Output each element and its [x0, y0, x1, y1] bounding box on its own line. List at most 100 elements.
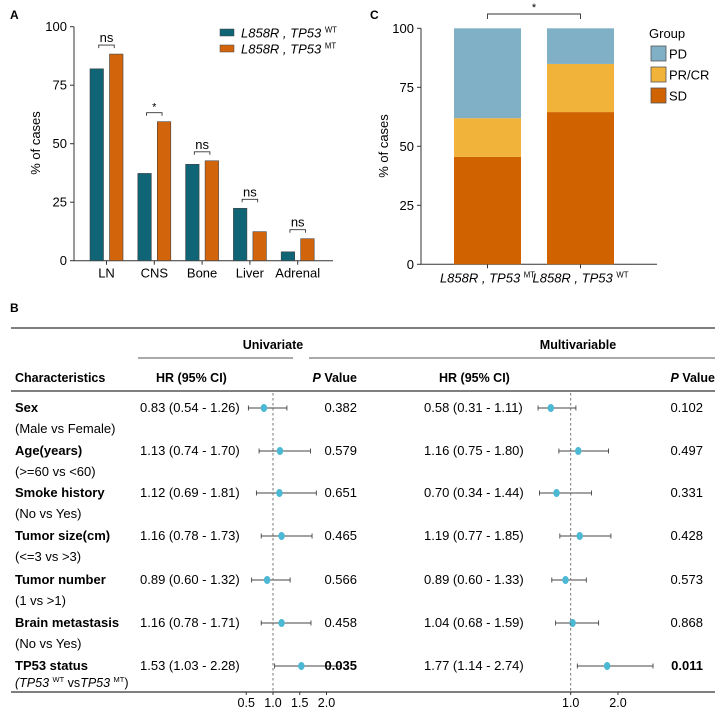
significance-label: ns: [291, 215, 305, 230]
bar-segment-pd-wt: [547, 28, 614, 64]
significance-bracket: [146, 112, 163, 116]
multi-p-value: 0.868: [670, 615, 703, 630]
uni-hr-ci: 0.83 (0.54 - 1.26): [140, 400, 240, 415]
row-characteristic: Sex: [15, 400, 39, 415]
bar-liver-wt: [233, 207, 248, 261]
multi-hr-ci: 1.04 (0.68 - 1.59): [424, 615, 524, 630]
row-characteristic: Tumor size(cm): [15, 528, 110, 543]
bar-ln-mt: [109, 53, 124, 261]
legend-label-wt-main: L858R , TP53: [241, 26, 325, 41]
uni-p-value: 0.465: [324, 528, 357, 543]
panel-a-axes: 0 25 50 75 100 LN CNS Bone Liver Adrenal: [45, 19, 333, 281]
table-row: TP53 status(TP53 WT vsTP53 MT)1.53 (1.03…: [15, 658, 703, 690]
x-tick-label: Adrenal: [275, 266, 320, 281]
multi-p-value: 0.102: [670, 400, 703, 415]
multi-p-value: 0.331: [670, 485, 703, 500]
bar-segment-pd-mt: [454, 28, 521, 119]
legend-swatch-sd: [650, 87, 667, 104]
row-comparison: (Male vs Female): [15, 421, 115, 436]
y-tick-label: 100: [392, 21, 414, 36]
uni-axis-tick-label: 2.0: [318, 696, 335, 710]
bar-liver-mt: [252, 231, 267, 262]
y-tick-label: 0: [60, 253, 67, 268]
row-comparison: (1 vs >1): [15, 593, 66, 608]
table-row: Tumor size(cm) (<=3 vs >3) 1.16 (0.78 - 1.…: [15, 528, 703, 564]
x-tick-label: Liver: [236, 266, 265, 281]
y-tick-label: 50: [53, 136, 67, 151]
uni-point: [278, 619, 285, 627]
header-multi-p-italic: P: [671, 371, 680, 385]
header-multivariable: Multivariable: [540, 338, 616, 352]
uni-hr-ci: 1.13 (0.74 - 1.70): [140, 443, 240, 458]
multi-p-value: 0.497: [670, 443, 703, 458]
row-characteristic: Smoke history: [15, 485, 105, 500]
y-tick-label: 75: [400, 80, 414, 95]
bar-segment-sd-mt: [454, 156, 521, 265]
header-characteristics: Characteristics: [15, 371, 105, 385]
bar-bone-mt: [204, 160, 219, 261]
uni-p-value: 0.035: [324, 658, 357, 673]
bar-adrenal-mt: [300, 238, 315, 261]
y-tick-label: 0: [407, 257, 414, 272]
panel-a-bars: ns * ns ns ns: [89, 30, 315, 262]
bar-cns-wt: [137, 173, 152, 261]
significance-bracket: [241, 198, 259, 203]
bar-cns-mt: [157, 121, 172, 262]
multi-p-value: 0.011: [671, 658, 703, 673]
row-comparison: (No vs Yes): [15, 636, 81, 651]
uni-p-value: 0.382: [324, 400, 357, 415]
table-row: Tumor number (1 vs >1) 0.89 (0.60 - 1.32) 0…: [15, 572, 703, 608]
uni-hr-ci: 1.16 (0.78 - 1.71): [140, 615, 240, 630]
multi-axis-tick-label: 1.0: [562, 696, 579, 710]
uni-axis-tick-label: 0.5: [238, 696, 255, 710]
uni-point: [298, 662, 305, 670]
bar-segment-pr-cr-wt: [547, 63, 614, 113]
legend-label-mt-sup: MT: [325, 42, 336, 51]
header-multi-pvalue: P Value: [671, 371, 716, 385]
panel-c-bars: *: [454, 2, 614, 265]
legend-swatch-mt: [219, 44, 235, 53]
table-row: Smoke history (No vs Yes) 1.12 (0.69 - 1.8…: [15, 485, 703, 521]
panel-c-ylabel: % of cases: [376, 114, 391, 178]
panel-label-b: B: [10, 301, 19, 315]
uni-point: [263, 576, 271, 584]
forest-axes: 0.5 1.0 1.5 2.0 1.0 2.0: [11, 393, 715, 710]
row-comparison: (<=3 vs >3): [15, 549, 81, 564]
significance-label: *: [532, 2, 537, 14]
row-characteristic: TP53 status: [15, 658, 88, 673]
multi-p-value: 0.573: [670, 572, 703, 587]
legend-swatch-wt: [219, 28, 235, 37]
legend-swatch-pd: [650, 45, 667, 62]
table-rows: Sex (Male vs Female) 0.83 (0.54 - 1.26) 0.3…: [15, 400, 703, 690]
significance-label: ns: [195, 137, 209, 152]
x-tick-label-wt-main: L858R , TP53: [533, 270, 617, 285]
comparison-sup: WT: [53, 675, 65, 684]
header-uni-hr: HR (95% CI): [156, 371, 227, 385]
multi-point: [603, 662, 611, 670]
uni-hr-ci: 1.12 (0.69 - 1.81): [140, 485, 240, 500]
header-multi-hr: HR (95% CI): [439, 371, 510, 385]
uni-p-value: 0.458: [324, 615, 357, 630]
legend-label-mt: L858R , TP53 MT: [241, 42, 336, 57]
row-comparison: (TP53 WT vsTP53 MT): [15, 675, 129, 690]
x-tick-label-mt-sup: MT: [524, 270, 535, 279]
x-tick-label: Bone: [187, 266, 217, 281]
multi-hr-ci: 1.19 (0.77 - 1.85): [424, 528, 524, 543]
x-tick-label: LN: [98, 266, 115, 281]
multi-axis-tick-label: 2.0: [609, 696, 626, 710]
multi-point: [547, 404, 555, 412]
header-multi-p-rest: Value: [679, 371, 715, 385]
panel-label-a: A: [10, 8, 19, 22]
uni-point: [276, 489, 283, 497]
x-tick-label-mt-main: L858R , TP53: [440, 270, 524, 285]
uni-hr-ci: 1.16 (0.78 - 1.73): [140, 528, 240, 543]
legend-swatch-pr-cr: [650, 66, 667, 83]
x-tick-label-wt-sup: WT: [616, 270, 628, 279]
legend-label-pr-cr: PR/CR: [669, 68, 709, 83]
comparison-paren: ): [124, 676, 128, 690]
uni-point: [276, 447, 284, 455]
multi-hr-ci: 0.89 (0.60 - 1.33): [424, 572, 524, 587]
